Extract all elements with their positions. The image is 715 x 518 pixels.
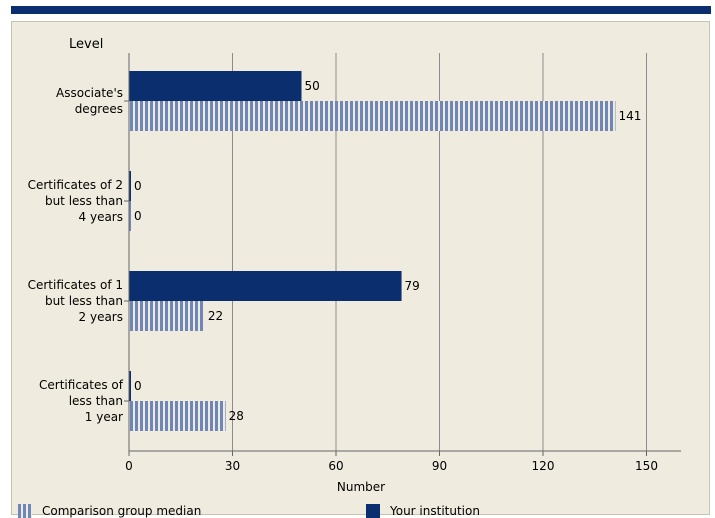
x-tick-label-90: 90 — [432, 459, 447, 473]
x-tick-label-120: 120 — [532, 459, 555, 473]
bar-comparison-0 — [129, 101, 616, 131]
legend-comparison: Comparison group median — [18, 503, 201, 518]
category-label-1-0: Certificates of 2 — [28, 178, 123, 192]
category-label-1-1: but less than — [45, 194, 123, 208]
bars: 50 141 0 0 79 22 0 28 — [129, 71, 641, 431]
legend-institution-swatch — [366, 503, 380, 518]
value-label-comparison-2: 22 — [208, 309, 223, 323]
legend-institution: Your institution — [366, 503, 480, 518]
axes: 0 30 60 90 120 150 Associate's degrees Certifica… — [28, 53, 681, 473]
category-label-3-2: 1 year — [85, 410, 123, 424]
value-label-institution-3: 0 — [134, 379, 142, 393]
category-label-0-0: Associate's — [56, 86, 123, 100]
x-tick-label-150: 150 — [635, 459, 658, 473]
value-label-institution-1: 0 — [134, 179, 142, 193]
category-label-3-1: less than — [69, 394, 123, 408]
category-label-1-2: 4 years — [79, 210, 123, 224]
x-tick-label-0: 0 — [125, 459, 133, 473]
x-tick-label-30: 30 — [225, 459, 240, 473]
legend-institution-label: Your institution — [390, 503, 480, 518]
bar-institution-3 — [129, 371, 131, 401]
x-axis-title: Number — [337, 480, 385, 494]
category-label-2-1: but less than — [45, 294, 123, 308]
bar-institution-0 — [129, 71, 302, 101]
value-label-institution-0: 50 — [305, 79, 320, 93]
bar-comparison-2 — [129, 301, 205, 331]
bar-institution-2 — [129, 271, 402, 301]
header-bar — [11, 6, 711, 14]
bar-comparison-1 — [129, 201, 131, 231]
bar-comparison-3 — [129, 401, 226, 431]
value-label-comparison-1: 0 — [134, 209, 142, 223]
y-axis-title: Level — [69, 37, 103, 52]
category-label-2-2: 2 years — [79, 310, 123, 324]
legend-comparison-swatch — [18, 503, 32, 518]
category-label-3-0: Certificates of — [39, 378, 124, 392]
value-label-comparison-0: 141 — [618, 109, 641, 123]
value-label-institution-2: 79 — [405, 279, 420, 293]
legend-comparison-label: Comparison group median — [42, 503, 202, 518]
bar-institution-1 — [129, 171, 131, 201]
category-label-2-0: Certificates of 1 — [28, 278, 123, 292]
category-label-0-1: degrees — [75, 102, 123, 116]
x-tick-label-60: 60 — [328, 459, 343, 473]
value-label-comparison-3: 28 — [229, 409, 244, 423]
